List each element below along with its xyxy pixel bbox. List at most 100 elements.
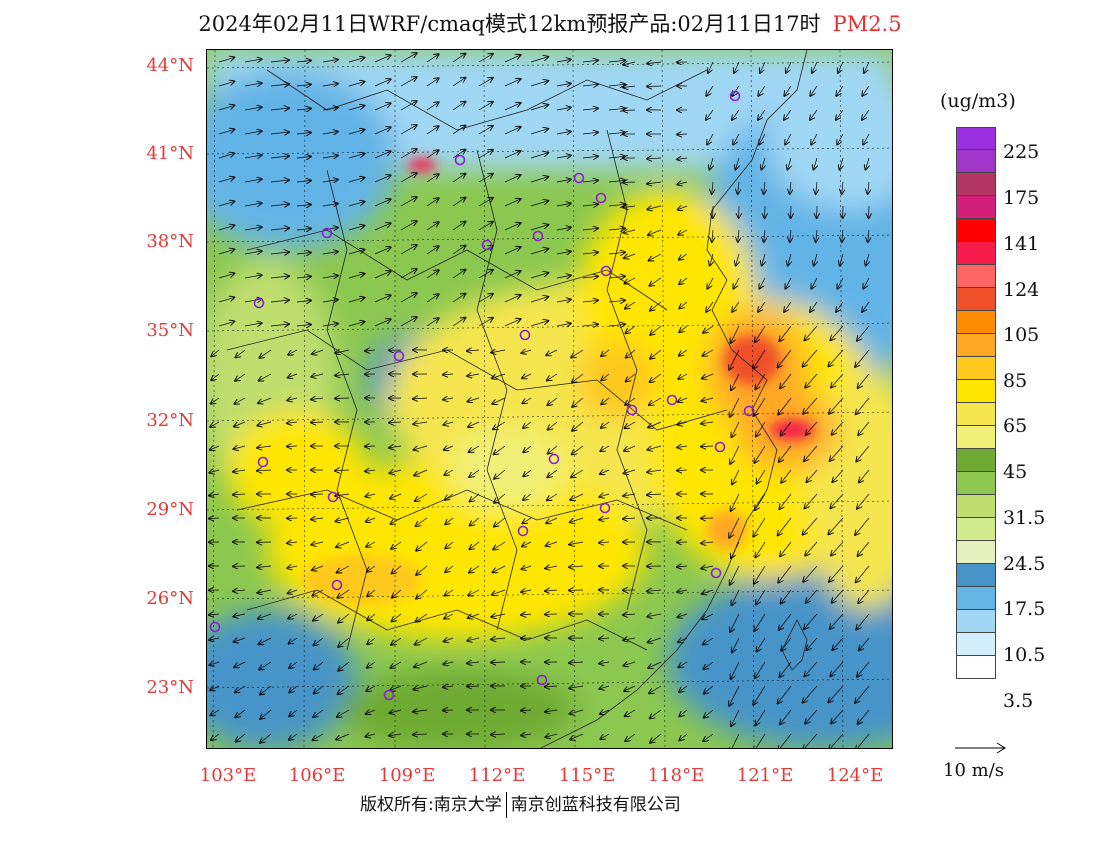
wind-arrow (840, 253, 843, 266)
lon-label: 118°E (647, 765, 705, 786)
wind-arrow (413, 422, 428, 424)
wind-arrow (582, 276, 598, 278)
wind-arrow (678, 373, 688, 379)
wind-arrow (547, 397, 558, 405)
wind-arrow (311, 542, 324, 545)
wind-arrow (523, 421, 532, 428)
wind-arrow (864, 61, 870, 73)
city-marker (626, 404, 638, 416)
wind-arrow (374, 103, 391, 111)
wind-arrow (210, 686, 220, 690)
wind-arrow (679, 325, 688, 332)
wind-arrow (780, 541, 792, 556)
wind-arrow (367, 637, 376, 644)
title-main: 2024年02月11日WRF/cmaq模式12km预报产品:02月11日17时 (198, 12, 821, 36)
colorbar-swatch (956, 127, 996, 150)
wind-arrow (257, 470, 272, 471)
wind-arrow (530, 81, 548, 87)
wind-arrow (829, 565, 844, 582)
wind-arrow (400, 149, 417, 159)
wind-arrow (706, 301, 714, 312)
wind-arrow (623, 614, 636, 615)
wind-arrow (648, 229, 662, 235)
wind-arrow (522, 566, 532, 569)
wind-arrow (859, 637, 870, 650)
wind-arrow (855, 685, 870, 703)
wind-arrow (708, 61, 714, 73)
wind-arrow (647, 182, 662, 184)
wind-arrow (244, 275, 262, 278)
wind-arrow (400, 269, 417, 279)
wind-arrow (391, 517, 402, 524)
wind-arrow (322, 300, 338, 303)
wind-arrow (757, 469, 766, 484)
colorbar-swatch (956, 219, 996, 242)
wind-arrow (338, 613, 350, 623)
wind-arrow (624, 662, 636, 666)
city-marker (710, 567, 722, 579)
wind-arrow (244, 59, 262, 62)
wind-arrow (703, 661, 714, 669)
wind-arrow (754, 613, 766, 631)
wind-arrow (677, 470, 688, 471)
wind-arrow (730, 613, 740, 632)
wind-arrow (218, 81, 234, 87)
wind-arrow (233, 470, 246, 472)
wind-arrow (778, 685, 792, 703)
wind-scale-label: 10 m/s (943, 760, 1004, 781)
wind-arrow (759, 133, 766, 145)
wind-arrow (678, 614, 688, 617)
wind-arrow (624, 470, 636, 473)
wind-arrow (556, 275, 571, 278)
wind-arrow (211, 373, 220, 380)
wind-arrow (270, 204, 289, 206)
wind-arrow (392, 613, 402, 621)
wind-arrow (452, 102, 465, 111)
wind-arrow (467, 350, 480, 351)
wind-arrow (868, 229, 869, 242)
wind-arrow (753, 349, 766, 369)
wind-arrow (415, 637, 428, 645)
wind-arrow (678, 638, 688, 642)
wind-arrow (338, 661, 350, 671)
wind-arrow (857, 325, 870, 341)
wind-arrow (287, 422, 298, 423)
colorbar-label: 65 (1003, 415, 1028, 437)
wind-arrow (452, 222, 465, 231)
wind-arrow (468, 398, 480, 402)
colorbar-label: 105 (1003, 324, 1040, 346)
wind-arrow (492, 397, 506, 404)
wind-arrow (366, 541, 376, 547)
wind-arrow (755, 493, 766, 510)
lon-label: 106°E (288, 765, 346, 786)
wind-arrow (624, 445, 636, 451)
colorbar (956, 127, 996, 679)
wind-arrow (390, 685, 402, 691)
wind-arrow (530, 177, 548, 183)
lat-label: 23°N (146, 677, 194, 698)
wind-arrow (348, 250, 364, 255)
wind-arrow (599, 494, 610, 497)
wind-arrow (443, 686, 454, 687)
wind-arrow (710, 157, 714, 170)
colorbar-swatch (956, 564, 996, 587)
wind-arrow (803, 685, 818, 703)
wind-arrow (832, 589, 844, 603)
city-marker (595, 192, 607, 204)
wind-arrow (866, 253, 869, 266)
wind-arrow (322, 60, 338, 63)
wind-arrow (647, 158, 662, 159)
wind-arrow (556, 227, 571, 230)
wind-arrow (426, 126, 439, 135)
wind-arrow (312, 566, 324, 570)
wind-arrow (814, 157, 818, 170)
wind-arrow (836, 109, 844, 120)
wind-arrow (677, 422, 688, 425)
wind-arrow (803, 517, 818, 535)
wind-arrow (218, 201, 234, 207)
wind-arrow (731, 373, 740, 390)
wind-arrow (468, 421, 480, 427)
wind-arrow (493, 565, 506, 572)
wind-arrow (443, 374, 454, 375)
wind-arrow (679, 709, 688, 716)
